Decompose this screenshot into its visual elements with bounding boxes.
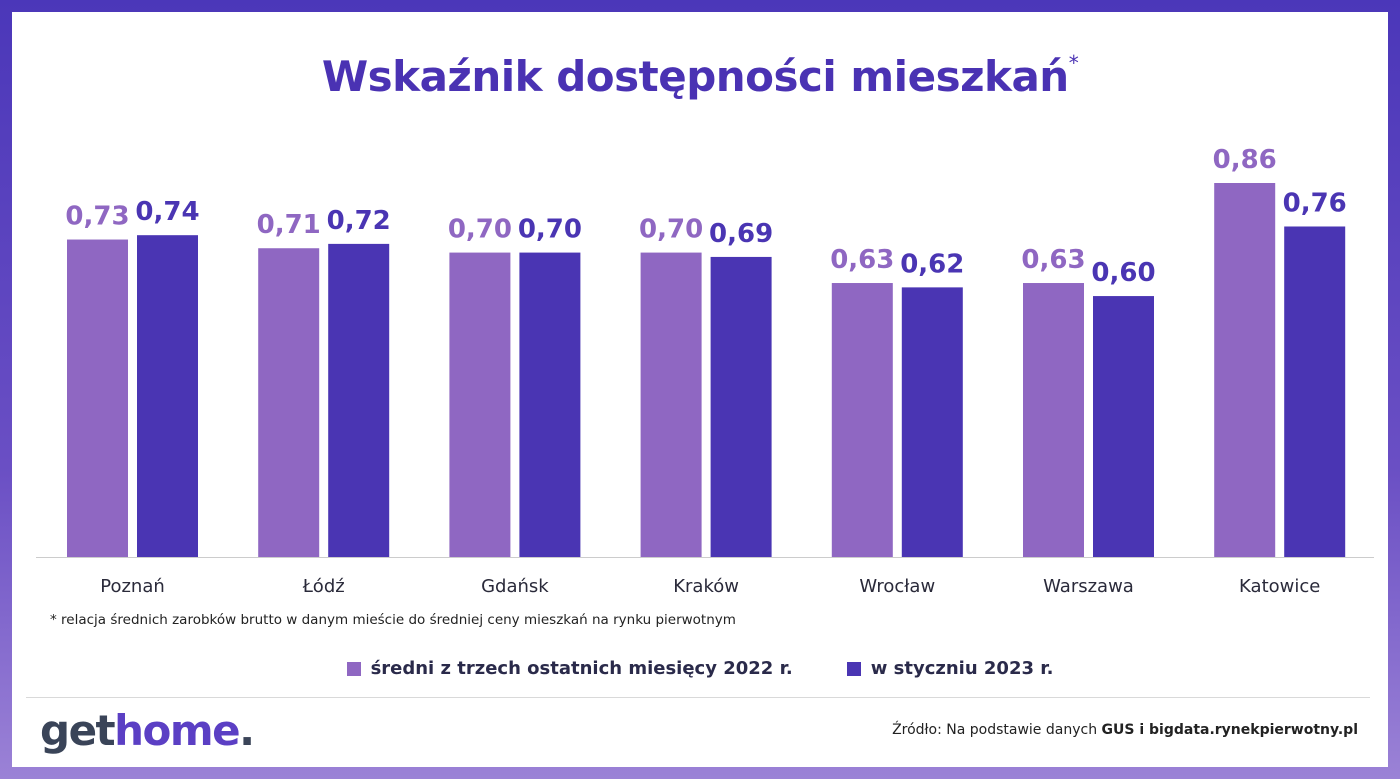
bar-2023-4 [710, 256, 772, 557]
data-label-2023-5: 0,62 [900, 249, 964, 279]
legend-label-2023: w styczniu 2023 r. [870, 658, 1054, 679]
category-label-7: Katowice [1239, 576, 1320, 597]
source-note: Źródło: Na podstawie danych GUS i bigdat… [892, 722, 1358, 738]
bar-2022-1 [67, 239, 128, 557]
data-label-2022-3: 0,70 [448, 215, 512, 245]
data-label-2023-1: 0,74 [135, 197, 199, 227]
bar-2023-2 [328, 243, 390, 557]
bar-2022-6 [1023, 283, 1084, 557]
data-label-2022-4: 0,70 [639, 215, 703, 245]
legend-label-2022: średni z trzech ostatnich miesięcy 2022 … [370, 658, 793, 679]
chart-title: Wskaźnik dostępności mieszkań* [321, 51, 1079, 101]
bar-2022-7 [1214, 183, 1276, 557]
bar-2023-3 [519, 252, 581, 557]
bar-2022-2 [258, 248, 320, 558]
data-label-2023-7: 0,76 [1283, 188, 1347, 218]
title-asterisk: * [1068, 51, 1079, 75]
data-label-2023-4: 0,69 [709, 219, 773, 249]
bar-2023-7 [1284, 226, 1346, 557]
legend-swatch-2023 [846, 661, 861, 676]
footnote: * relacja średnich zarobków brutto w dan… [50, 612, 736, 628]
legend-item-2023: w styczniu 2023 r. [846, 658, 1054, 679]
bar-2022-4 [640, 252, 702, 557]
divider [26, 697, 1370, 698]
data-label-2022-7: 0,86 [1213, 145, 1277, 175]
data-label-2022-5: 0,63 [830, 245, 894, 275]
bar-2023-1 [137, 235, 198, 558]
bar-2023-6 [1093, 296, 1154, 557]
bar-2023-5 [901, 287, 963, 557]
data-label-2022-2: 0,71 [257, 210, 321, 240]
data-label-2023-2: 0,72 [327, 206, 391, 236]
legend-item-2022: średni z trzech ostatnich miesięcy 2022 … [346, 658, 793, 679]
category-label-2: Łódź [302, 576, 345, 597]
data-label-2022-1: 0,73 [65, 202, 129, 232]
category-label-4: Kraków [673, 576, 739, 597]
bar-2022-3 [449, 252, 511, 557]
category-label-1: Poznań [100, 576, 165, 597]
legend-swatch-2022 [346, 661, 361, 676]
data-label-2022-6: 0,63 [1021, 245, 1085, 275]
legend: średni z trzech ostatnich miesięcy 2022 … [0, 658, 1400, 679]
category-label-6: Warszawa [1043, 576, 1134, 597]
category-label-5: Wrocław [859, 576, 935, 597]
category-label-3: Gdańsk [481, 576, 549, 597]
gethome-logo: gethome. [40, 706, 255, 755]
data-label-2023-6: 0,60 [1091, 258, 1155, 288]
data-label-2023-3: 0,70 [518, 215, 582, 245]
bar-2022-5 [831, 283, 893, 557]
